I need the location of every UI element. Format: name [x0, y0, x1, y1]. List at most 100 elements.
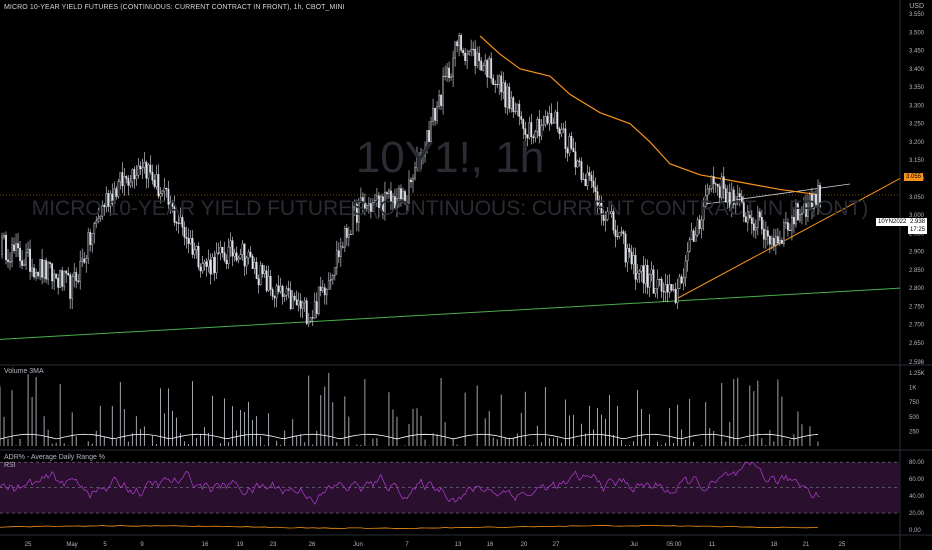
- candle-body: [47, 262, 50, 280]
- candle-body: [205, 261, 208, 267]
- candle-body: [658, 279, 661, 281]
- candle-body: [85, 258, 88, 263]
- x-tick-label: 16: [202, 542, 209, 548]
- candle-body: [267, 276, 270, 291]
- y-tick-label: 2.850: [909, 268, 925, 274]
- candle-body: [49, 262, 52, 264]
- candle-body: [795, 203, 797, 225]
- candle-body: [606, 211, 609, 220]
- candle-body: [394, 196, 396, 209]
- candle-body: [726, 192, 729, 203]
- candle-body: [400, 188, 402, 200]
- candle-body: [817, 185, 819, 205]
- candle-body: [183, 226, 186, 238]
- candle-body: [500, 75, 503, 93]
- watermark-description: MICRO 10-YEAR YIELD FUTURES (CONTINUOUS:…: [31, 197, 869, 220]
- candle-body: [345, 228, 348, 238]
- candle-body: [811, 194, 813, 209]
- candle-body: [163, 187, 166, 192]
- candle-body: [791, 216, 793, 231]
- candle-body: [518, 103, 521, 117]
- candle-body: [586, 172, 589, 187]
- candle-body: [542, 124, 545, 126]
- candle-body: [21, 260, 23, 266]
- candle-body: [444, 75, 446, 77]
- candle-body: [249, 251, 252, 257]
- candle-body: [714, 183, 717, 185]
- candle-body: [151, 171, 154, 181]
- candle-body: [141, 167, 144, 170]
- candle-body: [496, 84, 499, 86]
- candle-body: [227, 246, 230, 265]
- candle-body: [680, 276, 683, 284]
- candle-body: [199, 266, 202, 272]
- candle-body: [578, 160, 581, 162]
- candle-body: [781, 240, 783, 244]
- candle-body: [253, 262, 256, 269]
- candle-body: [666, 284, 669, 293]
- candle-body: [526, 134, 529, 139]
- candle-body: [516, 103, 519, 112]
- candle-body: [11, 244, 13, 263]
- y-tick-label: 3.400: [909, 67, 925, 73]
- candle-body: [783, 222, 785, 244]
- candle-body: [195, 246, 198, 251]
- candle-body: [458, 35, 461, 47]
- candle-body: [77, 280, 80, 282]
- candle-body: [404, 191, 406, 203]
- candle-body: [730, 189, 733, 208]
- candle-body: [554, 111, 557, 124]
- candle-body: [311, 317, 314, 319]
- countdown-tag: 17:25: [908, 226, 928, 234]
- candle-body: [75, 272, 78, 281]
- candle-body: [420, 152, 422, 169]
- candle-body: [656, 279, 659, 289]
- price-lines: [0, 35, 901, 340]
- candle-body: [131, 169, 134, 183]
- candle-body: [129, 181, 132, 186]
- candle-body: [295, 299, 298, 306]
- candle-body: [410, 179, 412, 183]
- y-tick-label: 3.050: [909, 195, 925, 201]
- candle-body: [548, 112, 551, 124]
- candle-body: [349, 233, 352, 235]
- candle-body: [416, 156, 418, 168]
- candle-body: [213, 257, 216, 274]
- candle-body: [779, 240, 781, 244]
- candle-body: [494, 84, 497, 86]
- candle-body: [331, 275, 334, 280]
- candle-body: [363, 202, 366, 209]
- candle-body: [801, 213, 803, 215]
- candle-body: [223, 252, 226, 261]
- candle-body: [43, 260, 46, 278]
- candle-body: [530, 122, 533, 138]
- candle-body: [53, 273, 56, 282]
- candle-body: [209, 259, 212, 275]
- candle-body: [584, 179, 587, 187]
- candle-body: [15, 243, 17, 251]
- candle-body: [430, 121, 432, 142]
- candle-body: [632, 255, 635, 265]
- candle-body: [309, 317, 312, 322]
- candle-body: [590, 175, 593, 182]
- candle-body: [239, 254, 242, 259]
- candle-body: [776, 236, 779, 244]
- currency-label: USD: [909, 3, 924, 10]
- candle-body: [382, 196, 384, 215]
- candle-body: [432, 108, 434, 122]
- rsi-tick-label: 60.00: [909, 477, 925, 483]
- candle-body: [291, 295, 294, 310]
- candle-body: [694, 234, 697, 242]
- candle-body: [117, 181, 120, 197]
- candle-body: [774, 236, 777, 246]
- candle-body: [301, 302, 304, 309]
- candle-body: [702, 206, 705, 221]
- candle-body: [323, 287, 326, 296]
- candle-body: [1, 236, 3, 255]
- x-tick-label: 19: [237, 542, 244, 548]
- x-tick-label: May: [66, 542, 77, 548]
- candle-body: [351, 206, 354, 235]
- candle-body: [706, 188, 709, 196]
- candle-body: [167, 188, 170, 205]
